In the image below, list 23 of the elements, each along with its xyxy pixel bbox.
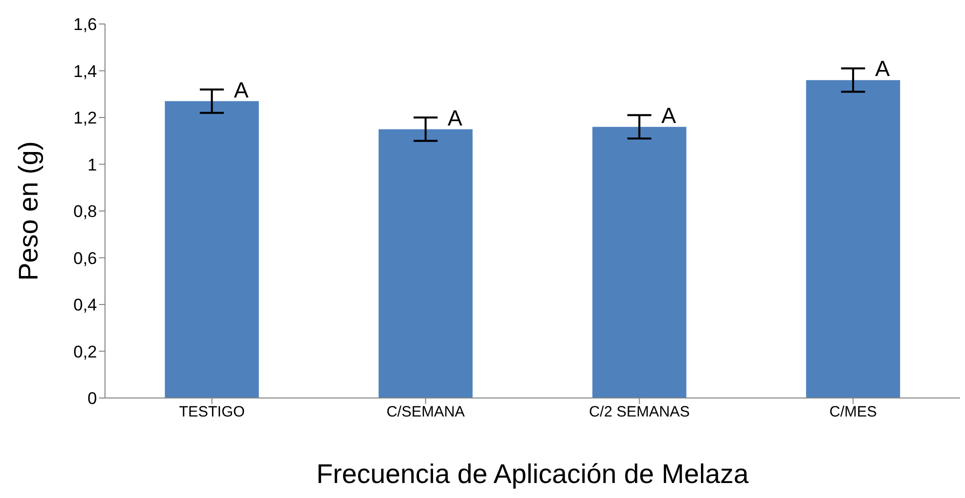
y-tick-label: 0,8 (73, 202, 97, 222)
y-tick-label: 0,4 (73, 296, 97, 315)
y-tick-label: 1 (88, 155, 97, 174)
bar (378, 129, 473, 398)
y-tick-label: 0,2 (73, 342, 97, 362)
bar (592, 126, 686, 398)
y-axis-title: Peso en (g) (14, 141, 44, 281)
y-tick-label: 0,6 (73, 248, 97, 268)
annotation: A (661, 102, 676, 128)
x-tick-label: C/SEMANA (386, 404, 465, 421)
annotation: A (875, 56, 890, 82)
x-tick-label: C/2 SEMANAS (588, 404, 690, 421)
x-tick-label: TESTIGO (178, 404, 245, 421)
annotation: A (234, 77, 249, 102)
y-tick-label: 0 (88, 389, 97, 408)
x-tick-label: C/MES (829, 404, 877, 421)
y-tick-label: 1,4 (73, 62, 97, 81)
bar (806, 80, 900, 398)
bar (164, 101, 259, 398)
annotation: A (448, 105, 463, 130)
y-tick-label: 1,6 (73, 15, 97, 34)
x-axis-title: Frecuencia de Aplicación de Melaza (316, 459, 750, 489)
y-tick-label: 1,2 (73, 108, 97, 128)
